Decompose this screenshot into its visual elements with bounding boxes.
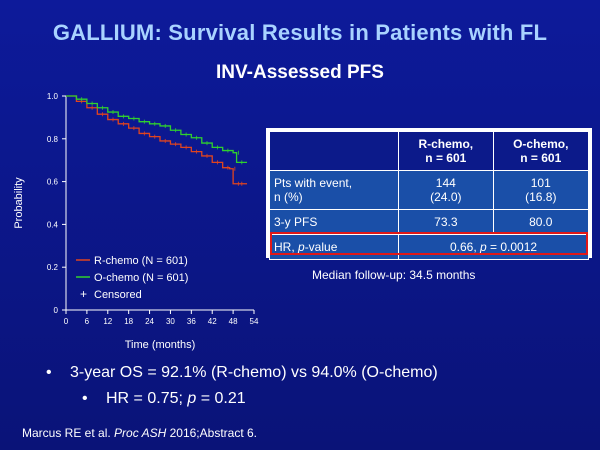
table-header-r-chemo: R-chemo, n = 601 [398, 131, 494, 171]
cell-hr-value: 0.66, p = 0.0012 [398, 234, 589, 260]
bullet-hr: HR = 0.75; p = 0.21 [46, 390, 438, 408]
table-row-hr: HR, p-value 0.66, p = 0.0012 [268, 234, 589, 260]
y-tick-label: 0.4 [47, 220, 59, 229]
x-tick-label: 18 [124, 317, 133, 326]
cell-events-o-chemo: 101 (16.8) [492, 170, 590, 210]
row-label-hr: HR, p-value [268, 234, 400, 260]
x-axis-label: Time (months) [125, 339, 196, 351]
cell-pfs-o-chemo: 80.0 [492, 209, 590, 235]
table-row-events: Pts with event, n (%) 144 (24.0) 101 (16.8) [268, 170, 590, 210]
cell-events-r-chemo: 144 (24.0) [398, 170, 494, 210]
row-label-3y-pfs: 3-y PFS [268, 209, 400, 235]
x-tick-label: 48 [229, 317, 238, 326]
o-chemo-header-line1: O-chemo, [513, 137, 569, 151]
chart-subtitle: INV-Assessed PFS [216, 62, 384, 83]
table-row-3y-pfs: 3-y PFS 73.3 80.0 [268, 209, 590, 235]
x-tick-label: 42 [208, 317, 217, 326]
r-chemo-header-line1: R-chemo, [418, 137, 474, 151]
results-table: R-chemo, n = 601 O-chemo, n = 601 Pts wi… [268, 131, 590, 260]
table-header-empty [268, 131, 400, 171]
slide-title: GALLIUM: Survival Results in Patients wi… [52, 20, 548, 45]
legend-label: R-chemo (N = 601) [94, 255, 188, 267]
legend-censored-label: Censored [94, 289, 142, 301]
cell-pfs-r-chemo: 73.3 [398, 209, 494, 235]
results-table-wrapper: R-chemo, n = 601 O-chemo, n = 601 Pts wi… [266, 128, 592, 260]
table-header-o-chemo: O-chemo, n = 601 [492, 131, 590, 171]
y-tick-label: 0.6 [47, 178, 59, 187]
o-chemo-header-line2: n = 601 [520, 151, 562, 165]
legend-label: O-chemo (N = 601) [94, 272, 188, 284]
bullet-list: 3-year OS = 92.1% (R-chemo) vs 94.0% (O-… [46, 364, 438, 408]
series-line-r-chemo [66, 95, 248, 185]
r-chemo-header-line2: n = 601 [425, 151, 467, 165]
row-label-events: Pts with event, n (%) [268, 170, 400, 210]
x-tick-label: 36 [187, 317, 196, 326]
x-tick-label: 30 [166, 317, 175, 326]
y-tick-label: 0.8 [47, 135, 59, 144]
x-tick-label: 12 [103, 317, 112, 326]
y-tick-label: 1.0 [47, 92, 59, 101]
y-tick-label: 0.2 [47, 263, 59, 272]
y-axis-label: Probability [13, 177, 25, 229]
citation: Marcus RE et al. Proc ASH 2016;Abstract … [22, 426, 258, 440]
y-tick-label: 0 [54, 306, 59, 315]
x-tick-label: 6 [85, 317, 90, 326]
bullet-os: 3-year OS = 92.1% (R-chemo) vs 94.0% (O-… [46, 364, 438, 382]
series-line-o-chemo [66, 95, 248, 163]
x-tick-label: 54 [250, 317, 259, 326]
km-chart: 0 0.2 0.4 0.6 0.8 1.0 0 6 12 18 24 30 36 42 48 54 Time (… [13, 92, 259, 351]
x-tick-label: 0 [64, 317, 69, 326]
median-followup: Median follow-up: 34.5 months [312, 268, 476, 282]
x-tick-label: 24 [145, 317, 154, 326]
censored-plus-icon: + [80, 287, 87, 301]
